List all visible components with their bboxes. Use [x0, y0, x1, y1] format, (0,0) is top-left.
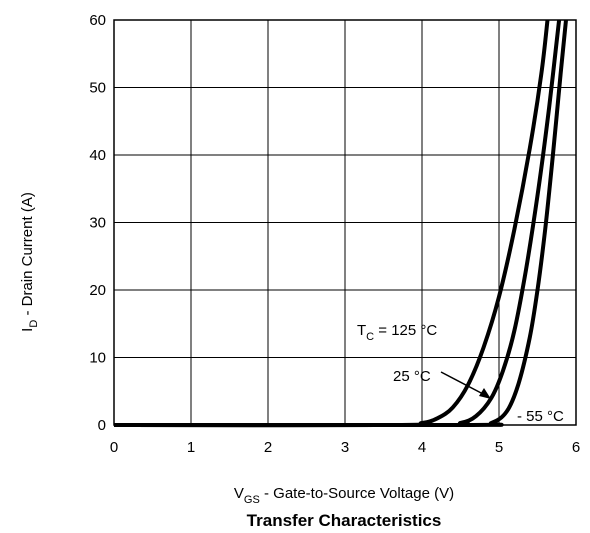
x-tick-label-0: 0 [110, 439, 118, 456]
annotation-25c-arrow-head [479, 388, 491, 399]
x-tick-label-3: 3 [341, 439, 349, 456]
x-tick-label-2: 2 [264, 439, 272, 456]
annotation-125c-rest: = 125 °C [374, 322, 437, 339]
x-axis-title-sub: GS [244, 494, 260, 506]
plot-frame [113, 19, 577, 426]
annotation-125c-sub: C [366, 331, 374, 343]
annotation-minus55c-label: - 55 °C [517, 408, 564, 425]
x-tick-label-1: 1 [187, 439, 195, 456]
y-tick-label-1: 10 [89, 350, 106, 367]
x-tick-label-5: 5 [495, 439, 503, 456]
y-axis-title-sub: D [28, 320, 40, 328]
y-axis-title-main: I [19, 328, 36, 332]
y-tick-label-3: 30 [89, 215, 106, 232]
chart-title: Transfer Characteristics [247, 511, 442, 530]
y-tick-label-0: 0 [98, 417, 106, 434]
x-tick-label-6: 6 [572, 439, 580, 456]
annotation-25c-arrow-line [440, 371, 486, 396]
y-tick-label-5: 50 [89, 80, 106, 97]
x-tick-label-4: 4 [418, 439, 426, 456]
annotation-125c-main: T [357, 322, 366, 339]
y-tick-labels: 0 10 20 30 40 50 60 [89, 12, 106, 434]
y-axis-title-rest: - Drain Current (A) [19, 192, 36, 320]
annotation-25c-label: 25 °C [393, 368, 431, 385]
y-axis-title: ID - Drain Current (A) [19, 192, 40, 332]
x-axis-title: VGS - Gate-to-Source Voltage (V) [234, 485, 454, 506]
x-axis-title-main: V [234, 485, 244, 502]
y-tick-label-4: 40 [89, 147, 106, 164]
annotation-125c-label: TC = 125 °C [357, 322, 437, 343]
y-tick-label-6: 60 [89, 12, 106, 29]
x-axis-title-rest: - Gate-to-Source Voltage (V) [260, 485, 454, 502]
y-tick-label-2: 20 [89, 282, 106, 299]
x-tick-labels: 0 1 2 3 4 5 6 [110, 439, 580, 456]
